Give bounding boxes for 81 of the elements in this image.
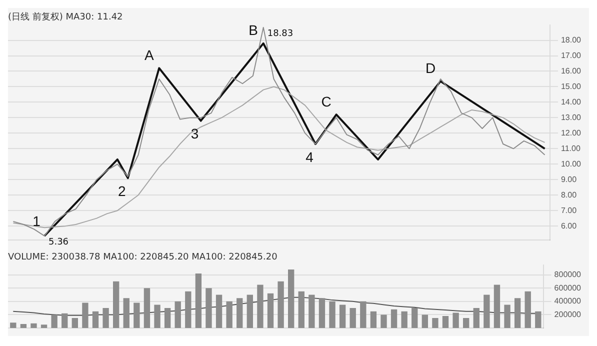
y-tick-label: 600000 — [554, 283, 582, 292]
bar — [308, 294, 315, 328]
chart-title: (日线 前复权) MA30: 11.42 — [8, 12, 123, 23]
annotation: B — [248, 22, 258, 38]
bar — [92, 311, 99, 328]
bar — [401, 311, 408, 328]
y-tick-label: 10.00 — [560, 159, 582, 168]
bar — [216, 294, 222, 328]
bar — [206, 288, 212, 328]
y-tick-label: 7.00 — [560, 206, 578, 215]
bar — [494, 284, 500, 328]
bar — [339, 304, 346, 328]
bar — [62, 313, 68, 328]
bar — [278, 281, 284, 328]
bar — [154, 304, 160, 328]
bar — [72, 318, 78, 328]
y-tick-label: 9.00 — [560, 174, 578, 184]
annotation: D — [425, 60, 436, 76]
bar — [40, 324, 48, 328]
bar — [164, 308, 171, 328]
annotation: 3 — [190, 126, 199, 142]
bar — [226, 301, 232, 328]
bar — [370, 311, 377, 328]
annotation: 2 — [118, 182, 126, 199]
y-tick-label: 13.00 — [560, 112, 582, 122]
bar — [452, 312, 459, 328]
bar — [298, 291, 304, 328]
bar — [20, 324, 27, 328]
bar — [51, 314, 58, 328]
y-tick-label: 11.00 — [560, 144, 581, 153]
bar — [514, 298, 521, 328]
annotation: 5.36 — [48, 237, 69, 248]
bar — [102, 308, 109, 328]
y-tick-label: 12.00 — [560, 128, 582, 138]
bar — [484, 294, 490, 328]
bar — [246, 294, 254, 328]
bar — [535, 311, 542, 328]
bar — [267, 293, 274, 328]
annotation: A — [144, 47, 154, 64]
annotation: 1 — [32, 212, 41, 229]
bar — [524, 291, 531, 328]
bar — [504, 304, 510, 328]
y-tick-label: 400000 — [554, 296, 582, 306]
bar — [442, 316, 449, 328]
bar — [380, 314, 387, 328]
bar — [113, 281, 120, 328]
bar — [134, 302, 140, 328]
y-tick-label: 14.00 — [560, 97, 582, 106]
bar — [236, 298, 243, 328]
y-tick-label: 18.00 — [560, 35, 582, 44]
bar — [329, 301, 336, 328]
y-tick-label: 16.00 — [560, 66, 582, 76]
bar — [360, 301, 366, 328]
y-tick-label: 15.00 — [560, 82, 582, 91]
y-tick-label: 6.00 — [560, 221, 578, 230]
bar — [185, 291, 192, 328]
bar — [432, 318, 438, 328]
bar — [390, 309, 398, 328]
bar — [123, 298, 130, 328]
annotation: C — [321, 93, 332, 110]
bar — [195, 273, 202, 328]
y-tick-label: 8.00 — [560, 190, 578, 200]
y-tick-label: 200000 — [554, 310, 582, 319]
bar — [318, 298, 326, 328]
bar — [30, 323, 37, 328]
y-tick-label: 17.00 — [560, 50, 582, 60]
bar — [422, 314, 428, 328]
bar — [257, 284, 264, 328]
chart-title: VOLUME: 230038.78 MA100: 220845.20 MA100: 220845.20 — [8, 252, 278, 263]
annotation: 4 — [306, 148, 314, 165]
bar — [463, 318, 470, 328]
bar — [174, 301, 181, 328]
y-tick-label: 800000 — [554, 270, 582, 279]
bar — [10, 322, 16, 328]
bar — [82, 302, 88, 328]
bar — [144, 288, 150, 328]
bar — [350, 308, 356, 328]
annotation: 18.83 — [267, 28, 294, 39]
bar — [412, 308, 418, 328]
bar — [473, 308, 480, 328]
bar — [288, 269, 294, 328]
